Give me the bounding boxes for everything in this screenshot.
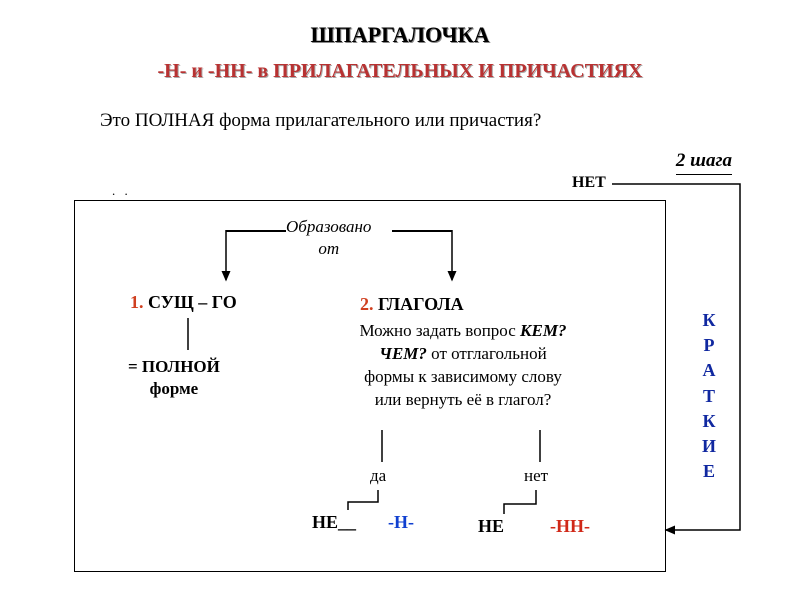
answer-no: нет xyxy=(524,466,548,486)
branch-verb-text: ГЛАГОЛА xyxy=(374,294,464,314)
equals-full-form: = ПОЛНОЙ форме xyxy=(128,356,220,400)
branch-verb: 2. ГЛАГОЛА xyxy=(360,294,464,315)
kratkie-k2: К xyxy=(702,409,716,434)
branch-noun-text: СУЩ – ГО xyxy=(144,292,237,312)
two-steps-label: 2 шага xyxy=(676,150,732,175)
kratkie-k: К xyxy=(702,308,716,333)
verb-q-l1a: Можно задать вопрос xyxy=(359,321,520,340)
branch-line-right xyxy=(392,230,452,232)
branch-noun-num: 1. xyxy=(130,292,144,312)
kratkie-vertical: К Р А Т К И Е xyxy=(702,308,716,484)
verb-question-block: Можно задать вопрос КЕМ? ЧЕМ? от отглаго… xyxy=(322,320,604,412)
question-text: Это ПОЛНАЯ форма прилагательного или при… xyxy=(100,110,541,132)
formed-from-label: Образовано от xyxy=(286,216,371,260)
result-ne-1: НЕ__ xyxy=(312,512,356,533)
equals-full-l2: форме xyxy=(150,379,199,398)
branch-noun: 1. СУЩ – ГО xyxy=(130,292,237,313)
result-nn-suffix: -НН- xyxy=(550,516,590,537)
kratkie-e: Е xyxy=(702,459,716,484)
subtitle: -Н- и -НН- в ПРИЛАГАТЕЛЬНЫХ И ПРИЧАСТИЯХ xyxy=(0,60,800,83)
da-tiny-label: . . xyxy=(112,183,131,199)
kratkie-t: Т xyxy=(702,384,716,409)
kratkie-i: И xyxy=(702,434,716,459)
branch-verb-num: 2. xyxy=(360,294,374,314)
kratkie-a: А xyxy=(702,358,716,383)
result-ne-2: НЕ xyxy=(478,516,504,537)
answer-yes: да xyxy=(370,466,386,486)
equals-full-l1: = ПОЛНОЙ xyxy=(128,357,220,376)
main-title: ШПАРГАЛОЧКА xyxy=(0,22,800,48)
verb-q-l4: или вернуть её в глагол? xyxy=(375,390,552,409)
verb-q-l2b: от отглагольной xyxy=(427,344,547,363)
verb-q-chem: ЧЕМ? xyxy=(379,344,427,363)
result-n-suffix: -Н- xyxy=(388,512,414,533)
answer-no-top: НЕТ xyxy=(572,174,606,192)
verb-q-kem: КЕМ? xyxy=(520,321,566,340)
kratkie-r: Р xyxy=(702,333,716,358)
verb-q-l3: формы к зависимому слову xyxy=(364,367,562,386)
branch-line-left xyxy=(226,230,286,232)
formed-from-l1: Образовано xyxy=(286,217,371,236)
formed-from-l2: от xyxy=(318,239,339,258)
